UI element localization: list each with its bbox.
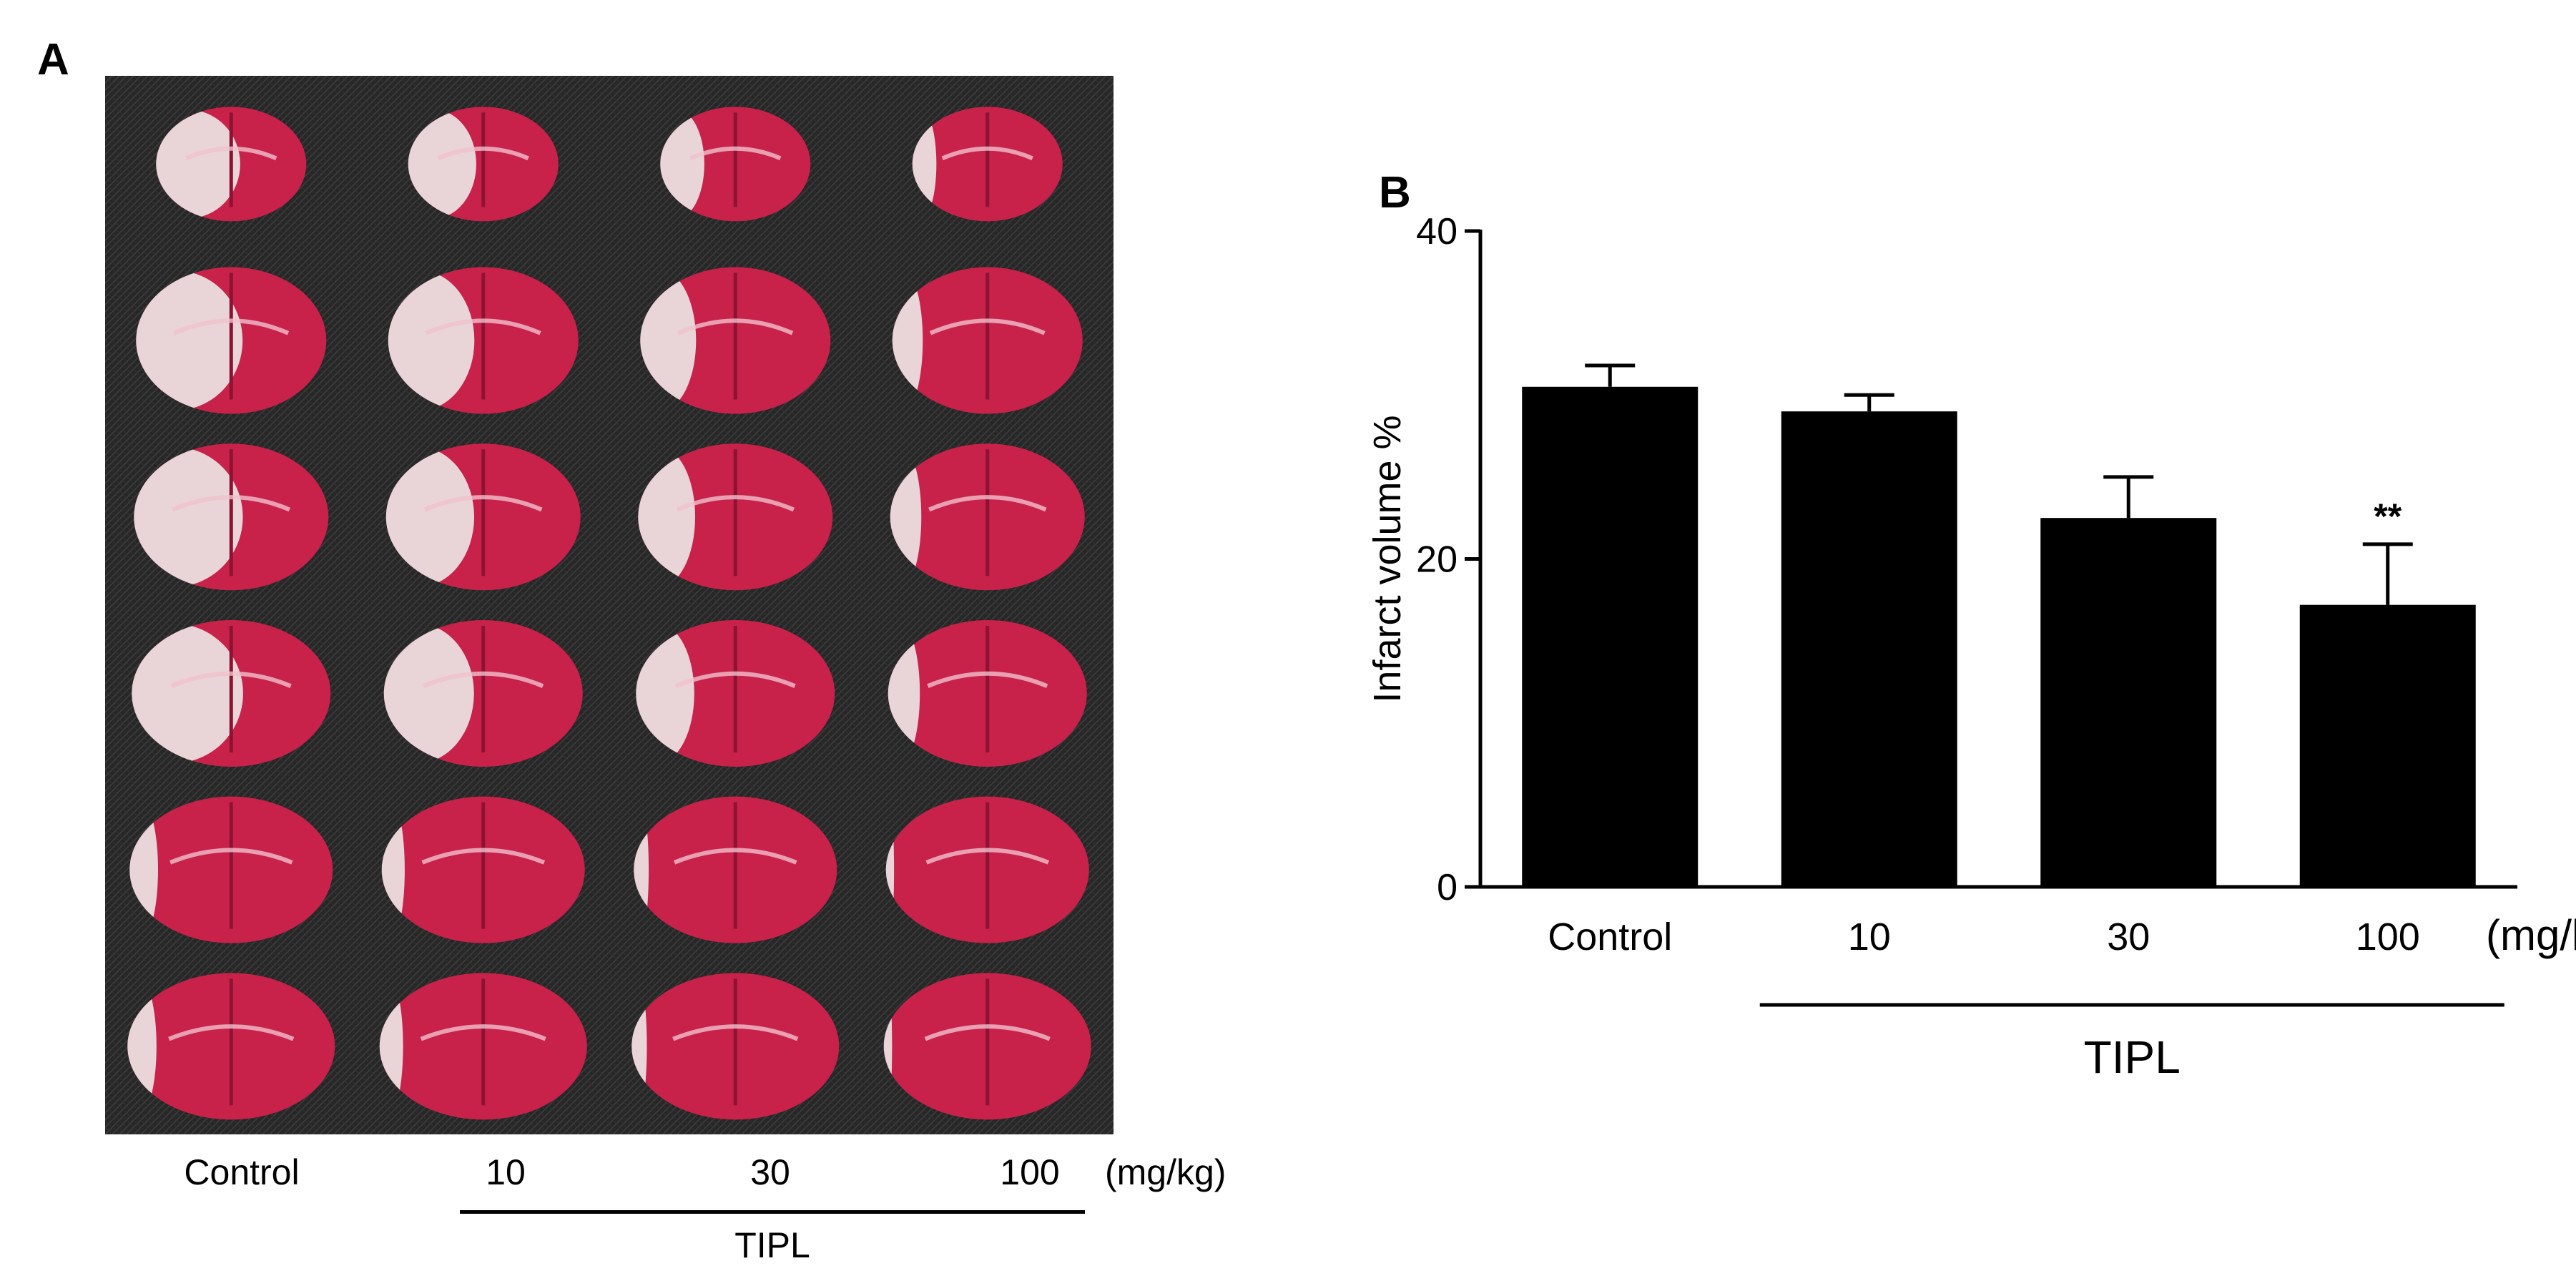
slice-corpus-callosum [168,1024,295,1041]
x-tick-label: 10 [1848,916,1891,958]
slice-corpus-callosum [170,671,292,688]
bar [1781,411,1957,887]
slice-corpus-callosum [172,495,291,512]
infarct-volume-chart: 0 20 40 Infarct volume % Control 10 30 100 ** (mg… [1366,211,2576,1083]
slice-corpus-callosum [169,848,293,865]
x-tick-label: 30 [2107,916,2150,958]
x-unit-label: (mg/kg) [2486,911,2576,959]
y-tick-label: 0 [1437,867,1457,908]
significance-marker: ** [2374,496,2402,536]
y-tick-label: 40 [1416,211,1457,252]
slice-corpus-callosum [437,146,529,161]
slice-corpus-callosum [425,318,541,335]
brain-slices-photo [105,76,1114,1134]
slice-corpus-callosum [928,495,1047,512]
bar [2299,604,2476,887]
slice-corpus-callosum [689,146,782,161]
slice-corpus-callosum [925,848,1050,865]
slice-corpus-callosum [929,318,1046,335]
slice-corpus-callosum [423,671,544,688]
slice-corpus-callosum [924,1024,1051,1041]
panel-a-letter: A [37,35,69,84]
slice-corpus-callosum [677,318,794,335]
bar [2040,518,2217,887]
slice-corpus-callosum [941,146,1033,161]
panel-a-label-10: 10 [486,1152,526,1192]
panel-a-unit-label: (mg/kg) [1105,1152,1226,1192]
slice-corpus-callosum [673,848,797,865]
slice-corpus-callosum [927,671,1048,688]
y-tick-label: 20 [1416,539,1457,581]
x-tick-label: Control [1548,916,1672,958]
panel-a-treatment-label: TIPL [734,1225,810,1265]
slice-corpus-callosum [420,1024,546,1041]
slice-corpus-callosum [173,318,290,335]
panel-a-label-control: Control [184,1152,300,1192]
slice-corpus-callosum [676,495,795,512]
panel-b-letter: B [1379,168,1411,217]
panel-a-label-100: 100 [1000,1152,1060,1192]
slice-corpus-callosum [674,671,796,688]
y-axis-label: Infarct volume % [1366,415,1409,702]
panel-a-treatment-line [460,1210,1085,1214]
panel-a-label-30: 30 [750,1152,790,1192]
photo-background [105,76,1114,1134]
slice-corpus-callosum [423,495,543,512]
treatment-label: TIPL [2084,1031,2181,1083]
slice-corpus-callosum [185,146,277,161]
x-tick-label: 100 [2356,916,2420,958]
slice-corpus-callosum [421,848,546,865]
bar [1522,386,1699,887]
slice-corpus-callosum [672,1024,799,1041]
